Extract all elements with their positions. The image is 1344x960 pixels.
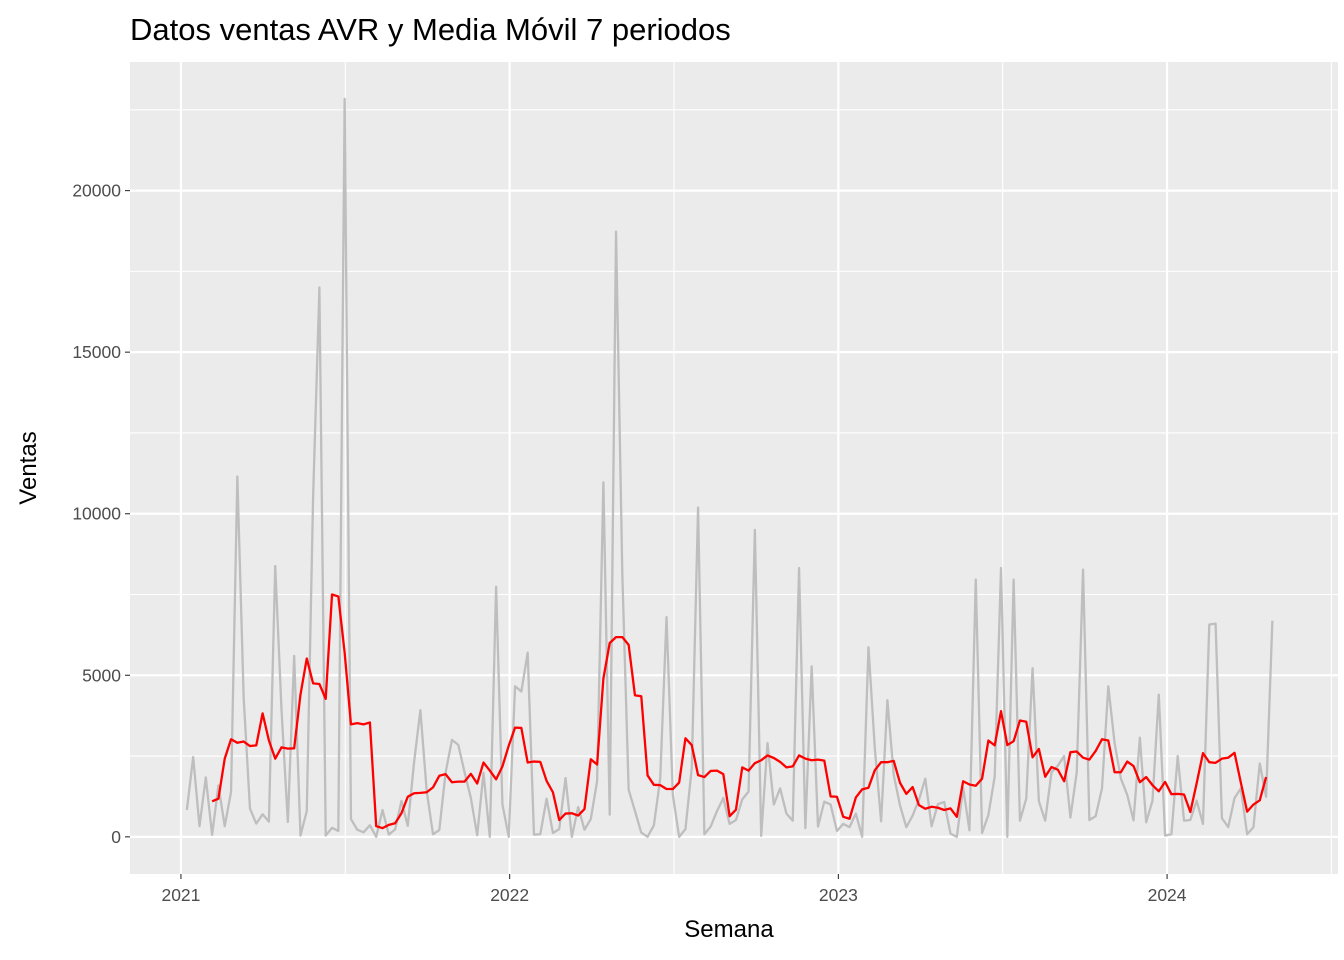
- plot-panel: [130, 62, 1338, 874]
- axis-layer: 0 5000 10000 15000 20000 2021 2022 2023 2024: [72, 181, 1186, 905]
- x-axis-title: Semana: [684, 916, 774, 943]
- y-tick-label: 0: [111, 827, 121, 847]
- chart-title: Datos ventas AVR y Media Móvil 7 periodo…: [130, 12, 731, 47]
- y-tick-label: 15000: [72, 342, 121, 362]
- series-layer: [185, 97, 1274, 838]
- minor-gridlines: [130, 62, 1338, 874]
- y-tick-label: 10000: [72, 504, 121, 524]
- x-tick-label: 2024: [1148, 885, 1187, 905]
- x-tick-label: 2021: [161, 885, 200, 905]
- major-gridlines: [130, 62, 1338, 874]
- series-line-media-movil: [211, 593, 1268, 830]
- y-axis-title: Ventas: [15, 431, 42, 504]
- series-line-ventas: [185, 97, 1274, 838]
- x-tick-label: 2023: [819, 885, 858, 905]
- x-tick-label: 2022: [490, 885, 529, 905]
- y-tick-label: 20000: [72, 181, 121, 201]
- y-tick-label: 5000: [82, 665, 121, 685]
